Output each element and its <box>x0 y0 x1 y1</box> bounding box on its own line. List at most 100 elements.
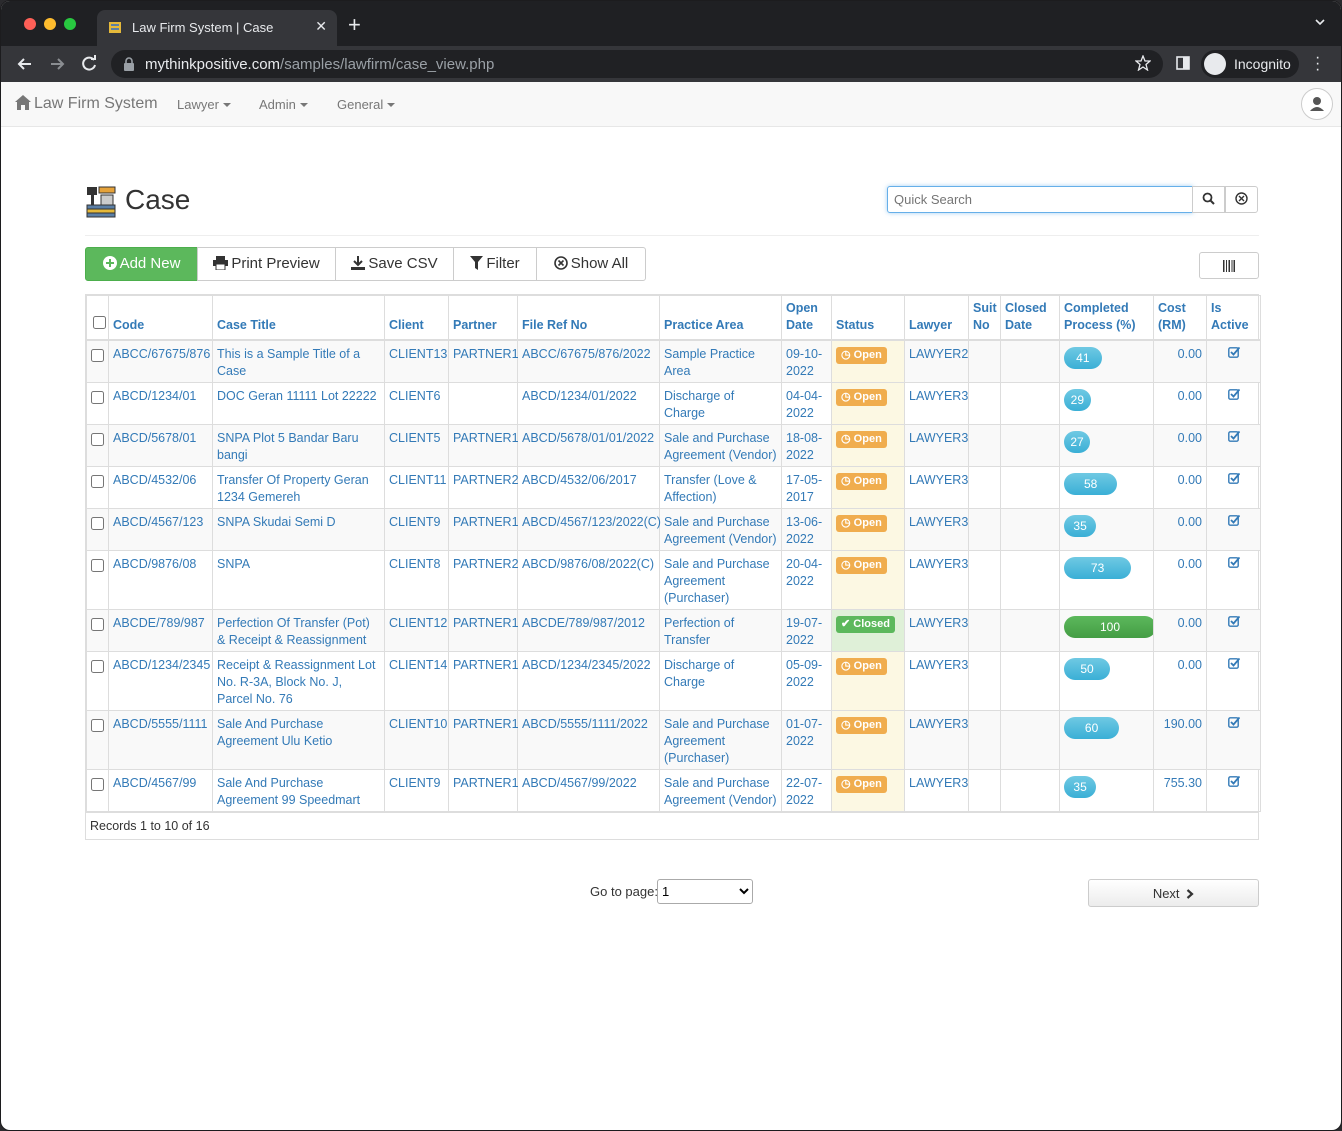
cell-practice-area[interactable]: Transfer (Love & Affection) <box>659 466 782 509</box>
table-row[interactable]: ABCD/5555/1111 Sale And Purchase Agreemen… <box>86 710 1261 770</box>
cell-lawyer[interactable]: LAWYER3 <box>904 769 969 812</box>
cell-code[interactable]: ABCD/4567/99 <box>108 769 213 812</box>
cell-case-title[interactable]: Sale And Purchase Agreement Ulu Ketio <box>212 710 385 770</box>
cell-practice-area[interactable]: Discharge of Charge <box>659 651 782 711</box>
cell-open-date[interactable]: 18-08-2022 <box>781 424 832 467</box>
cell-case-title[interactable]: This is a Sample Title of a Case <box>212 339 385 383</box>
browser-menu-icon[interactable]: · · · <box>1315 49 1321 78</box>
header-open-date[interactable]: Open Date <box>781 295 832 341</box>
cell-client[interactable]: CLIENT5 <box>384 424 449 467</box>
cell-partner[interactable]: PARTNER2 <box>448 550 519 610</box>
cell-open-date[interactable]: 01-07-2022 <box>781 710 832 770</box>
cell-case-title[interactable]: DOC Geran 11111 Lot 22222 <box>212 382 385 425</box>
cell-code[interactable]: ABCD/4532/06 <box>108 466 213 509</box>
cell-open-date[interactable]: 17-05-2017 <box>781 466 832 509</box>
cell-practice-area[interactable]: Sale and Purchase Agreement (Vendor) <box>659 769 782 812</box>
cell-lawyer[interactable]: LAWYER3 <box>904 550 969 610</box>
cell-client[interactable]: CLIENT10 <box>384 710 449 770</box>
add-new-button[interactable]: Add New <box>85 247 198 281</box>
cell-code[interactable]: ABCC/67675/876 <box>108 339 213 383</box>
cell-partner[interactable] <box>448 382 518 425</box>
header-suit-no[interactable]: Suit No <box>968 295 1001 341</box>
save-csv-button[interactable]: Save CSV <box>335 247 454 281</box>
cell-client[interactable]: CLIENT6 <box>384 382 449 425</box>
cell-open-date[interactable]: 19-07-2022 <box>781 609 832 652</box>
cell-practice-area[interactable]: Sample Practice Area <box>659 339 782 383</box>
select-all-checkbox[interactable] <box>93 316 106 329</box>
forward-arrow-icon[interactable] <box>47 54 67 74</box>
header-client[interactable]: Client <box>384 295 449 341</box>
incognito-profile-button[interactable]: Incognito <box>1201 50 1299 78</box>
cell-case-title[interactable]: SNPA Plot 5 Bandar Baru bangi <box>212 424 385 467</box>
cell-lawyer[interactable]: LAWYER3 <box>904 651 969 711</box>
user-menu-button[interactable] <box>1301 88 1333 120</box>
show-all-button[interactable]: Show All <box>536 247 646 281</box>
menu-admin[interactable]: Admin <box>259 97 308 112</box>
cell-client[interactable]: CLIENT9 <box>384 508 449 551</box>
row-checkbox[interactable] <box>91 433 104 446</box>
cell-partner[interactable]: PARTNER1 <box>448 424 519 467</box>
table-row[interactable]: ABCD/1234/01 DOC Geran 11111 Lot 22222 CLI… <box>86 382 1261 425</box>
quick-search-input[interactable] <box>887 186 1193 213</box>
maximize-window-button[interactable] <box>64 18 76 30</box>
header-case-title[interactable]: Case Title <box>212 295 385 341</box>
cell-case-title[interactable]: Transfer Of Property Geran 1234 Gemereh <box>212 466 385 509</box>
row-checkbox[interactable] <box>91 618 104 631</box>
cell-case-title[interactable]: SNPA Skudai Semi D <box>212 508 385 551</box>
print-preview-button[interactable]: Print Preview <box>197 247 336 281</box>
close-window-button[interactable] <box>24 18 36 30</box>
cell-partner[interactable]: PARTNER1 <box>448 710 519 770</box>
cell-lawyer[interactable]: LAWYER3 <box>904 710 969 770</box>
cell-lawyer[interactable]: LAWYER3 <box>904 424 969 467</box>
back-arrow-icon[interactable] <box>15 54 35 74</box>
header-completed[interactable]: Completed Process (%) <box>1059 295 1154 341</box>
table-row[interactable]: ABCD/4567/99 Sale And Purchase Agreement … <box>86 769 1261 812</box>
cell-code[interactable]: ABCD/4567/123 <box>108 508 213 551</box>
cell-code[interactable]: ABCD/1234/2345 <box>108 651 213 711</box>
cell-practice-area[interactable]: Perfection of Transfer <box>659 609 782 652</box>
row-checkbox[interactable] <box>91 719 104 732</box>
cell-case-title[interactable]: Receipt & Reassignment Lot No. R-3A, Blo… <box>212 651 385 711</box>
cell-file-ref[interactable]: ABCD/4567/99/2022 <box>517 769 660 812</box>
tab-search-chevron-icon[interactable] <box>1315 17 1325 27</box>
cell-partner[interactable]: PARTNER2 <box>448 466 519 509</box>
bookmark-star-icon[interactable] <box>1135 55 1151 71</box>
cell-partner[interactable]: PARTNER1 <box>448 769 519 812</box>
cell-practice-area[interactable]: Sale and Purchase Agreement (Purchaser) <box>659 550 782 610</box>
next-page-button[interactable]: Next <box>1088 879 1259 907</box>
cell-code[interactable]: ABCD/5555/1111 <box>108 710 213 770</box>
cell-open-date[interactable]: 05-09-2022 <box>781 651 832 711</box>
cell-file-ref[interactable]: ABCD/4567/123/2022(C) <box>517 508 661 551</box>
cell-partner[interactable]: PARTNER1 <box>448 339 519 383</box>
cell-practice-area[interactable]: Sale and Purchase Agreement (Vendor) <box>659 508 782 551</box>
cell-open-date[interactable]: 20-04-2022 <box>781 550 832 610</box>
header-partner[interactable]: Partner <box>448 295 518 341</box>
cell-open-date[interactable]: 09-10-2022 <box>781 339 832 383</box>
row-checkbox[interactable] <box>91 391 104 404</box>
cell-lawyer[interactable]: LAWYER3 <box>904 466 969 509</box>
table-row[interactable]: ABCD/4567/123 SNPA Skudai Semi D CLIENT9 PA… <box>86 508 1261 551</box>
header-cost[interactable]: Cost (RM) <box>1153 295 1207 341</box>
cell-client[interactable]: CLIENT13 <box>384 339 449 383</box>
cell-file-ref[interactable]: ABCC/67675/876/2022 <box>517 339 660 383</box>
cell-file-ref[interactable]: ABCD/1234/2345/2022 <box>517 651 660 711</box>
filter-button[interactable]: Filter <box>453 247 537 281</box>
cell-file-ref[interactable]: ABCD/4532/06/2017 <box>517 466 660 509</box>
cell-open-date[interactable]: 04-04-2022 <box>781 382 832 425</box>
reload-icon[interactable] <box>79 54 99 74</box>
cell-partner[interactable]: PARTNER1 <box>448 609 519 652</box>
header-file-ref-no[interactable]: File Ref No <box>517 295 660 341</box>
cell-lawyer[interactable]: LAWYER2 <box>904 339 969 383</box>
tab-close-icon[interactable]: ✕ <box>315 18 327 34</box>
cell-file-ref[interactable]: ABCD/1234/01/2022 <box>517 382 660 425</box>
cell-case-title[interactable]: SNPA <box>212 550 385 610</box>
cell-case-title[interactable]: Sale And Purchase Agreement 99 Speedmart <box>212 769 385 812</box>
row-checkbox[interactable] <box>91 349 104 362</box>
cell-code[interactable]: ABCD/1234/01 <box>108 382 213 425</box>
cell-file-ref[interactable]: ABCDE/789/987/2012 <box>517 609 660 652</box>
cell-client[interactable]: CLIENT12 <box>384 609 449 652</box>
cell-practice-area[interactable]: Sale and Purchase Agreement (Purchaser) <box>659 710 782 770</box>
cell-open-date[interactable]: 22-07-2022 <box>781 769 832 812</box>
table-row[interactable]: ABCD/1234/2345 Receipt & Reassignment Lot… <box>86 651 1261 711</box>
browser-tab[interactable]: Law Firm System | Case ✕ <box>97 10 337 46</box>
